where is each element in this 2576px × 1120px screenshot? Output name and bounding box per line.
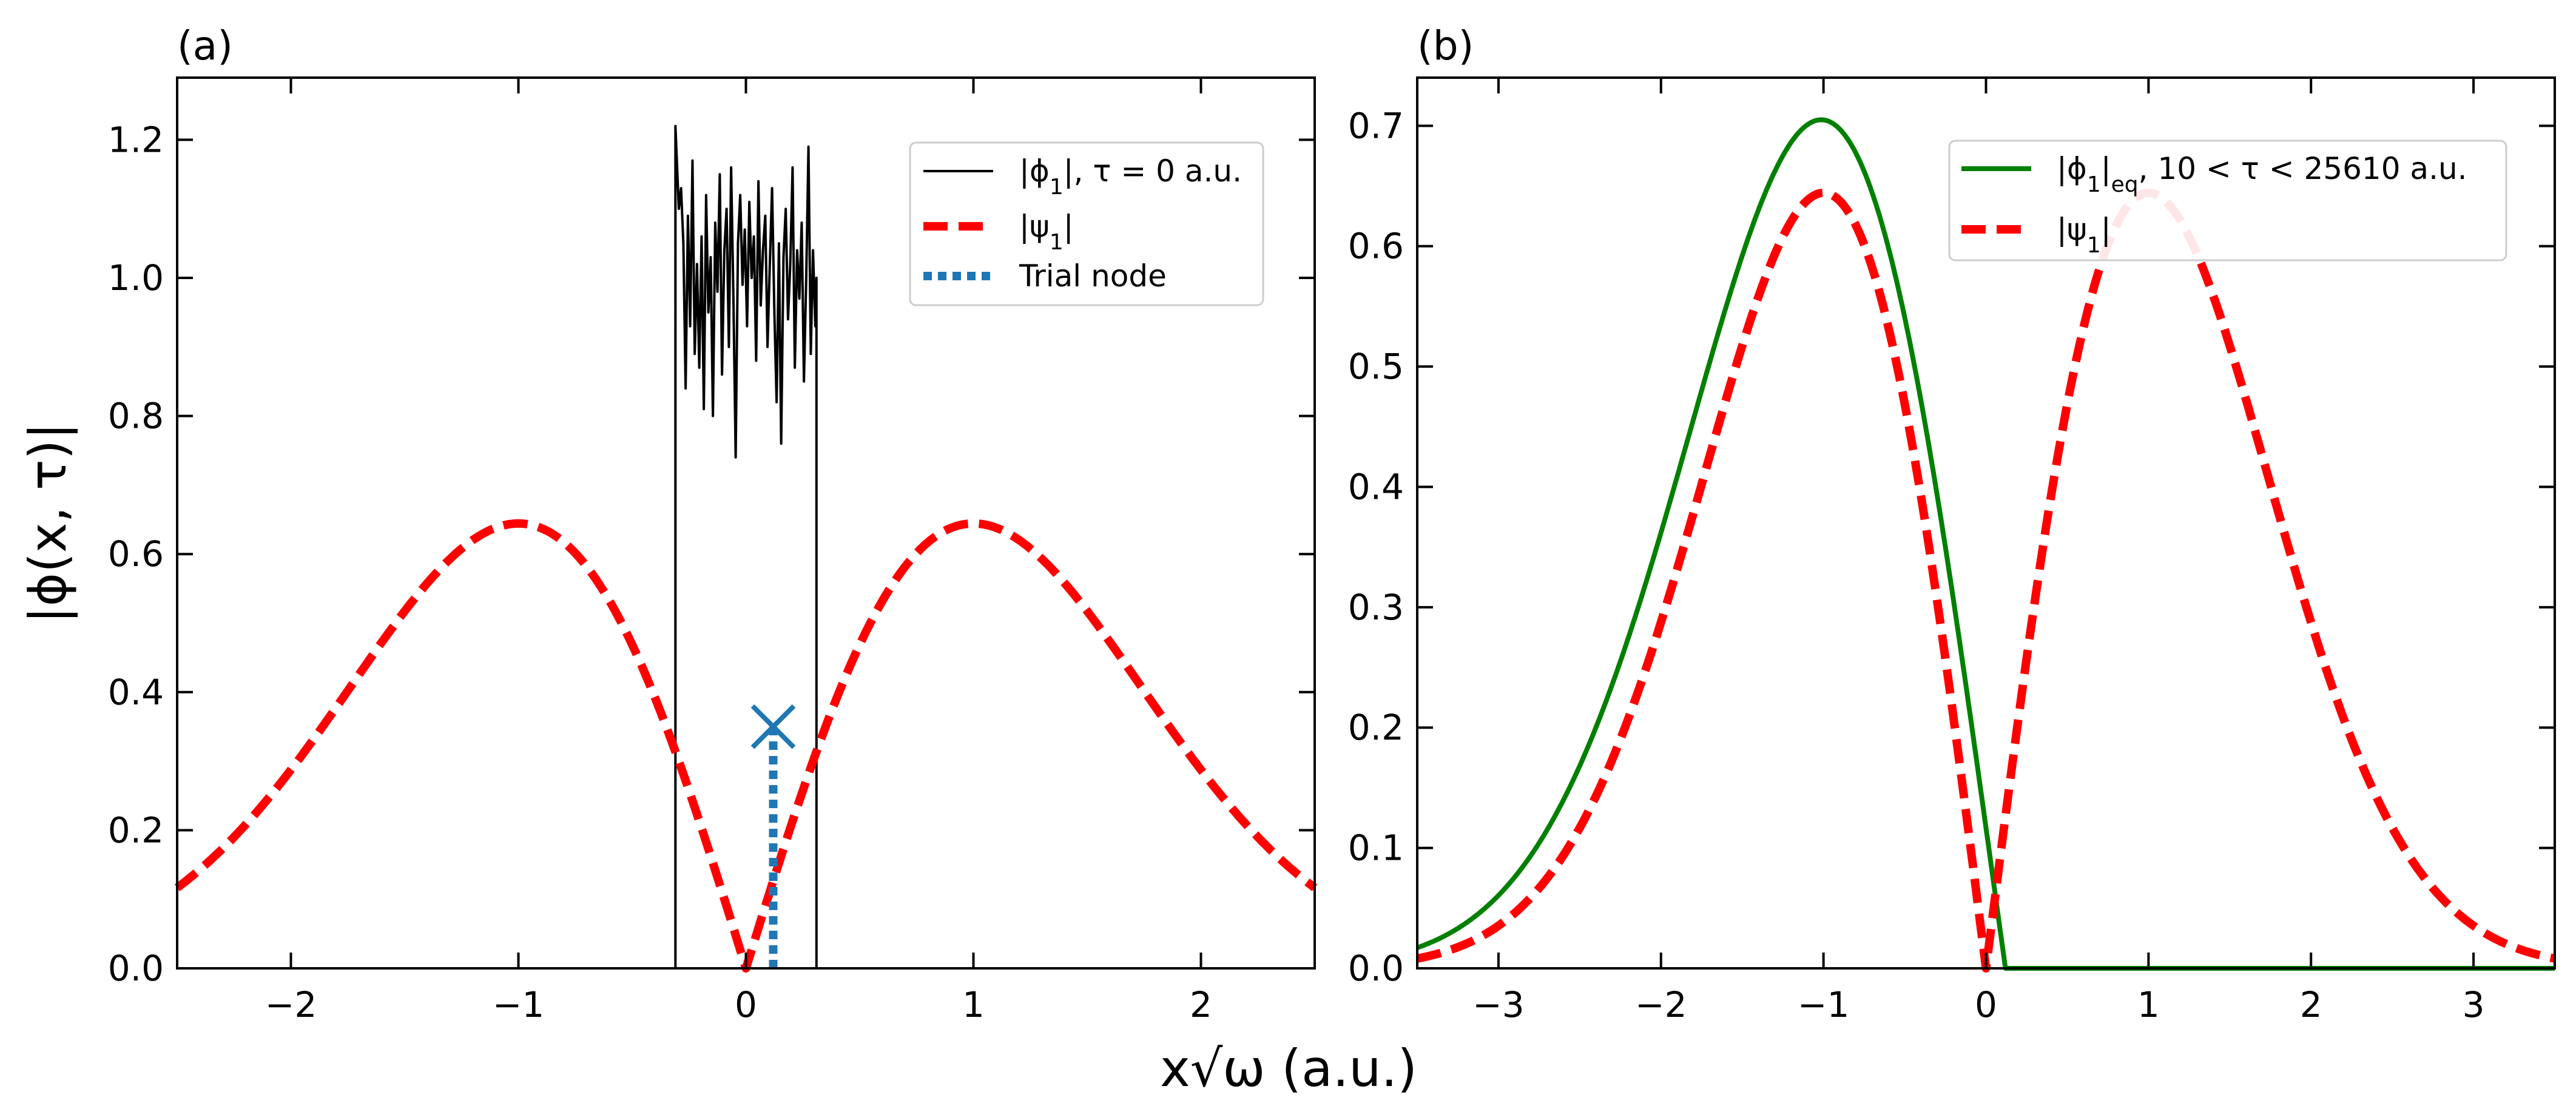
y-tick-label: 0.8 (108, 396, 164, 437)
x-tick-label: 3 (2463, 984, 2485, 1025)
y-tick-label: 0.6 (1348, 226, 1404, 267)
y-axis-title: |ϕ(x, τ)| (18, 422, 78, 623)
x-tick-label: −2 (265, 984, 317, 1025)
x-tick-label: −1 (493, 984, 545, 1025)
series-line-noisy-box (177, 124, 1315, 970)
y-tick-label: 0.5 (1348, 346, 1404, 387)
y-tick-label: 0.2 (108, 809, 164, 851)
panel-a-ticks: −2 −1 0 1 2 0.0 0.2 0.4 0.6 0.8 1.0 1.2 (108, 78, 1315, 1025)
panel-b-label: (b) (1417, 22, 1474, 69)
panel-b-ticks: −3 −2 −1 0 1 2 3 0.0 0.1 0.2 0.3 0.4 0.5 0.6 0.7 (1348, 78, 2555, 1025)
y-tick-label: 0.1 (1348, 828, 1404, 869)
y-tick-label: 1.2 (108, 119, 164, 160)
legend-label-phi1: |ϕ1|, τ = 0 a.u. (1019, 153, 1242, 200)
y-tick-label: 0.4 (1348, 466, 1404, 507)
x-tick-label: 1 (962, 984, 985, 1025)
y-tick-label: 0.0 (108, 948, 164, 989)
panel-b-legend-box (1948, 140, 2507, 261)
x-tick-label: −3 (1472, 984, 1525, 1025)
panel-a-chart: (a) −2 −1 0 1 2 0.0 0.2 0.4 0.6 0.8 1.0 1.2 |ϕ1|, τ… (108, 22, 1318, 1025)
series-line-fixed-node-ground (1416, 117, 2555, 971)
y-tick-label: 0.6 (108, 533, 164, 575)
panel-a-frame (176, 76, 1316, 970)
y-tick-label: 1.0 (108, 257, 164, 299)
panel-a-legend: |ϕ1|, τ = 0 a.u. |ψ1| Trial node (909, 141, 1264, 306)
x-tick-label: −1 (1798, 984, 1850, 1025)
trial-node-marker (750, 704, 796, 749)
x-axis-title: x√ω (a.u.) (1160, 1039, 1417, 1098)
x-tick-label: 2 (2300, 984, 2322, 1025)
legend-label-trial-node: Trial node (1019, 258, 1167, 294)
x-tick-label: −2 (1635, 984, 1687, 1025)
legend-label-phi1-eq: |ϕ1|eq, 10 < τ < 25610 a.u. (2057, 151, 2467, 197)
panel-b-frame (1416, 76, 2556, 970)
panel-a-label: (a) (177, 22, 233, 69)
legend-label-psi1: |ψ1| (1019, 209, 1074, 255)
panel-b-chart: (b) −3 −2 −1 0 1 2 3 0.0 0.1 0.2 0.3 0.4 0.5 0.6 0.7 |… (1348, 22, 2557, 1025)
x-tick-label: 2 (1190, 984, 1212, 1025)
y-tick-label: 0.3 (1348, 587, 1404, 628)
y-tick-label: 0.7 (1348, 105, 1404, 146)
y-tick-label: 0.4 (108, 672, 164, 713)
x-tick-label: 0 (1975, 984, 1997, 1025)
panel-a-legend-box (909, 141, 1264, 306)
y-tick-label: 0.0 (1348, 948, 1404, 989)
panel-b-legend: |ϕ1|eq, 10 < τ < 25610 a.u. |ψ1| (1948, 140, 2507, 261)
legend-label-psi1-b: |ψ1| (2057, 212, 2111, 258)
y-tick-label: 0.2 (1348, 707, 1404, 748)
x-tick-label: 1 (2137, 984, 2160, 1025)
x-tick-label: 0 (735, 984, 757, 1025)
